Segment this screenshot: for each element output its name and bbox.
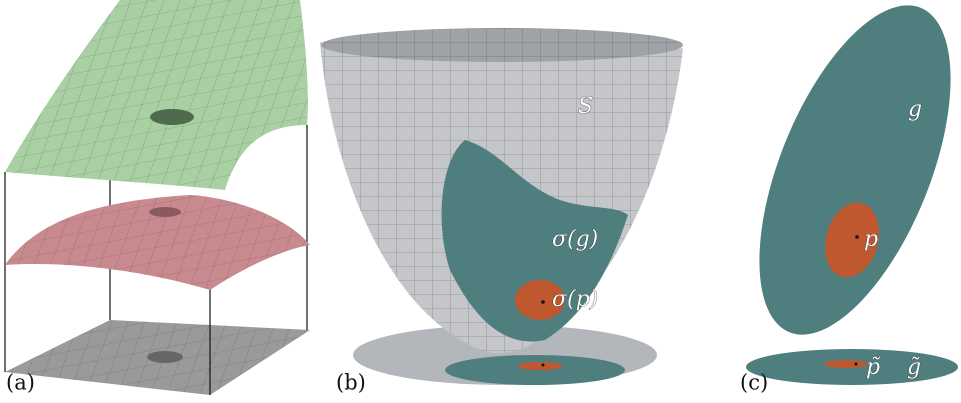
figure: (a) (b) S σ(g) σ(p) (c) g p p̃ g̃ xyxy=(0,0,961,403)
region-label: σ(g) xyxy=(552,227,598,252)
patch-label: p xyxy=(864,227,878,252)
panel-a: (a) xyxy=(5,0,310,395)
projected-region-label: g̃ xyxy=(907,355,921,380)
green-patch xyxy=(150,109,194,125)
floor-patch xyxy=(824,360,868,368)
floor-patch xyxy=(518,362,562,370)
region-g xyxy=(720,0,961,360)
floor-region xyxy=(445,355,625,385)
floor-patch xyxy=(147,351,183,363)
panel-c: (c) g p p̃ g̃ xyxy=(720,0,961,394)
patch-label: σ(p) xyxy=(552,287,598,312)
panel-label: (b) xyxy=(336,371,366,395)
panel-label: (a) xyxy=(6,371,35,395)
surface-label: S xyxy=(578,94,593,119)
projected-patch-label: p̃ xyxy=(866,355,881,380)
region-label: g xyxy=(908,97,922,122)
panel-b: (b) S σ(g) σ(p) xyxy=(320,28,683,395)
panel-label: (c) xyxy=(740,371,768,395)
